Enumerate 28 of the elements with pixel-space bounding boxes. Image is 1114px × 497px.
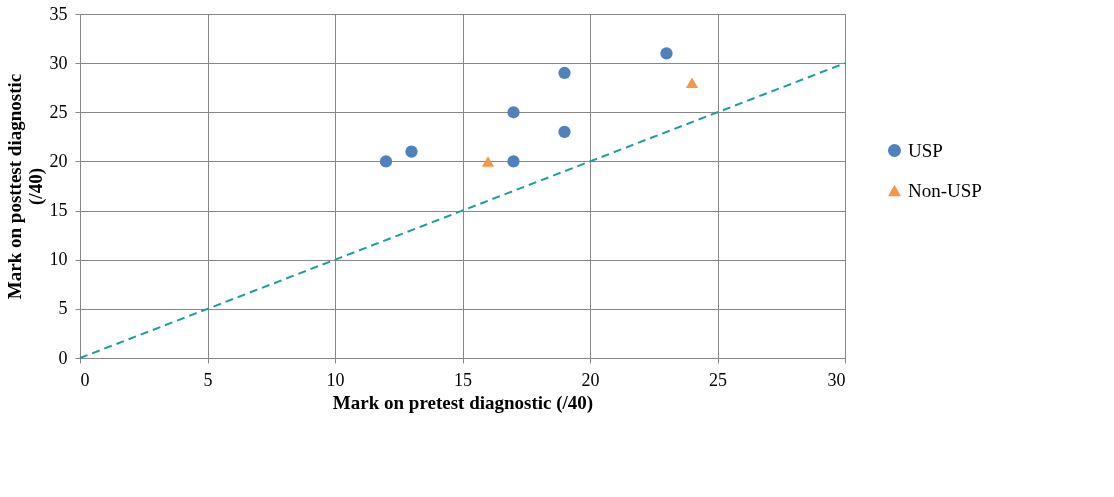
y-tick-label: 0 (58, 347, 68, 368)
y-tick-label: 30 (49, 52, 68, 73)
point (558, 125, 571, 139)
y-tick-label: 20 (49, 150, 68, 171)
point (379, 155, 393, 168)
y-tick-label: 10 (49, 249, 68, 270)
y-axis-title: Mark on posttest diagnostic (/40) (3, 73, 47, 300)
x-tick-label: 15 (454, 369, 472, 390)
y-tick-label: 5 (58, 298, 68, 319)
point (685, 77, 699, 89)
point (405, 145, 418, 158)
legend-label: Non-USP (908, 179, 982, 201)
x-axis-title: Mark on pretest diagnostic (/40) (332, 391, 594, 414)
x-tick-label: 30 (827, 369, 846, 390)
x-tick-label: 5 (203, 369, 213, 390)
x-tick-label: 25 (709, 369, 727, 390)
x-tick-label: 10 (326, 369, 345, 390)
point (558, 66, 571, 80)
point (481, 156, 495, 167)
y-tick-label: 25 (49, 101, 68, 122)
y-tick-label: 35 (49, 3, 68, 24)
point (660, 47, 673, 60)
x-tick-label: 0 (80, 369, 90, 390)
point (507, 155, 520, 168)
y-tick-label: 15 (49, 200, 68, 221)
legend-label: USP (908, 139, 943, 161)
point (507, 106, 520, 119)
x-tick-label: 20 (581, 369, 600, 390)
